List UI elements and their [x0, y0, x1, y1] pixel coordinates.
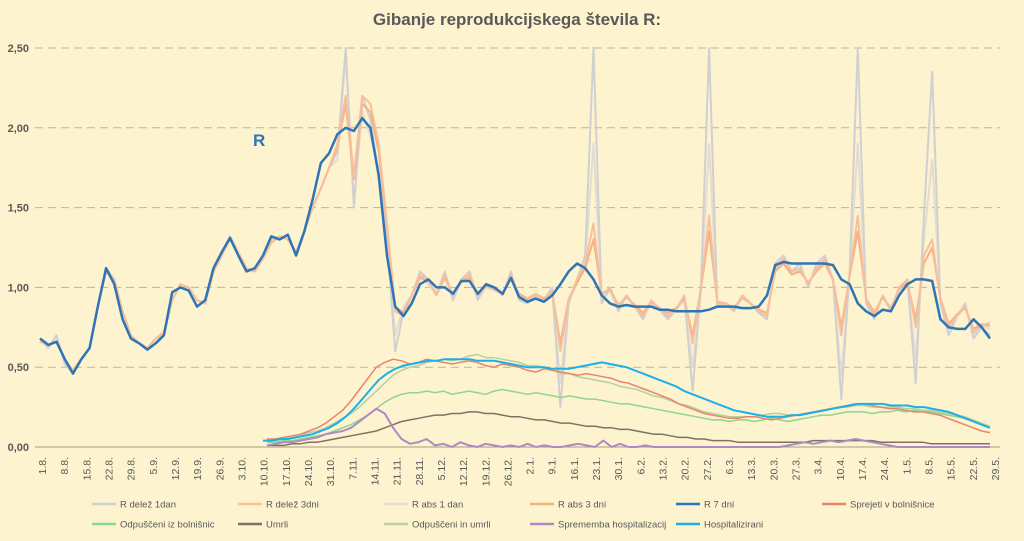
legend-label: Odpuščeni iz bolnišnic	[120, 520, 215, 531]
x-tick-label: 16.1.	[569, 457, 581, 480]
x-tick-label: 15.8.	[81, 457, 93, 480]
x-axis: 1.8. 8.8. 15.8. 22.8. 29.8. 5.9. 12.9. 19.9. 26.…	[37, 457, 1002, 486]
series-line-9	[266, 407, 990, 448]
x-tick-label: 29.5.	[990, 457, 1002, 480]
y-axis: 0,00 0,50 1,00 1,50 2,00 2,50	[8, 43, 29, 454]
legend-label: R 7 dni	[704, 500, 734, 511]
y-tick-label: 2,00	[8, 123, 29, 135]
x-tick-label: 19.12.	[480, 457, 492, 486]
x-tick-label: 1.8.	[37, 457, 49, 475]
x-tick-label: 5.9.	[148, 457, 160, 475]
x-tick-label: 17.10.	[281, 457, 293, 486]
x-tick-label: 10.10.	[259, 457, 271, 486]
series-group	[39, 47, 992, 448]
x-tick-label: 24.10.	[303, 457, 315, 486]
y-tick-label: 0,50	[8, 362, 29, 374]
x-tick-label: 3.10.	[236, 457, 248, 480]
x-tick-label: 20.2.	[680, 457, 692, 480]
x-tick-label: 9.1.	[547, 457, 559, 475]
x-tick-label: 31.10.	[325, 457, 337, 486]
series-line-0	[39, 47, 991, 409]
legend-label: R abs 1 dan	[412, 500, 463, 511]
legend-label: Hospitalizirani	[704, 520, 763, 531]
x-tick-label: 23.1.	[591, 457, 603, 480]
legend-label: R abs 3 dni	[558, 500, 606, 511]
x-tick-label: 6.3.	[724, 457, 736, 475]
x-tick-label: 19.9.	[192, 457, 204, 480]
x-tick-label: 27.2.	[702, 457, 714, 480]
x-tick-label: 24.4.	[879, 457, 891, 480]
x-tick-label: 27.3.	[791, 457, 803, 480]
r-annotation: R	[253, 131, 265, 150]
series-line-10	[263, 358, 991, 442]
legend-label: Odpuščeni in umrli	[412, 520, 491, 531]
legend-label: R delež 3dni	[266, 500, 319, 511]
series-line-4	[39, 116, 992, 375]
x-tick-label: 3.4.	[813, 457, 825, 475]
x-tick-label: 12.12.	[458, 457, 470, 486]
series-line-1	[39, 94, 991, 372]
x-tick-label: 8.8.	[59, 457, 71, 475]
x-tick-label: 1.5.	[901, 457, 913, 475]
x-tick-label: 26.9.	[214, 457, 226, 480]
legend-label: Sprejeti v bolnišnice	[850, 500, 935, 511]
x-tick-label: 12.9.	[170, 457, 182, 480]
legend-label: Sprememba hospitalizacij	[558, 520, 666, 531]
series-line-2	[39, 55, 991, 385]
series-line-5	[267, 358, 991, 440]
chart-title: Gibanje reprodukcijskega števila R:	[373, 10, 661, 29]
x-tick-label: 22.8.	[103, 457, 115, 480]
x-tick-label: 8.5.	[924, 457, 936, 475]
x-tick-label: 20.3.	[768, 457, 780, 480]
x-tick-label: 13.3.	[746, 457, 758, 480]
legend-label: Umrli	[266, 520, 288, 531]
x-tick-label: 10.4.	[835, 457, 847, 480]
x-tick-label: 26.12.	[502, 457, 514, 486]
x-tick-label: 5.12.	[436, 457, 448, 480]
y-tick-label: 0,00	[8, 442, 29, 454]
y-tick-label: 1,50	[8, 203, 29, 215]
x-tick-label: 7.11.	[347, 457, 359, 480]
x-tick-label: 30.1.	[613, 457, 625, 480]
x-tick-label: 14.11.	[369, 457, 381, 485]
x-tick-label: 15.5.	[946, 457, 958, 480]
legend: R delež 1dan R delež 3dni R abs 1 dan R abs…	[92, 500, 935, 531]
y-tick-label: 1,00	[8, 282, 29, 294]
x-tick-label: 2.1.	[525, 457, 537, 475]
series-line-3	[39, 102, 991, 372]
series-line-8	[267, 353, 991, 442]
x-tick-label: 13.2.	[658, 457, 670, 480]
x-tick-label: 29.8.	[126, 457, 138, 480]
y-tick-label: 2,50	[8, 43, 29, 55]
legend-label: R delež 1dan	[120, 500, 176, 511]
series-line-6	[267, 388, 991, 443]
x-tick-label: 28.11.	[414, 457, 426, 485]
x-tick-label: 17.4.	[857, 457, 869, 480]
series-line-7	[267, 411, 990, 447]
x-tick-label: 22.5.	[968, 457, 980, 480]
x-tick-label: 6.2.	[635, 457, 647, 475]
x-tick-label: 21.11.	[392, 457, 404, 485]
